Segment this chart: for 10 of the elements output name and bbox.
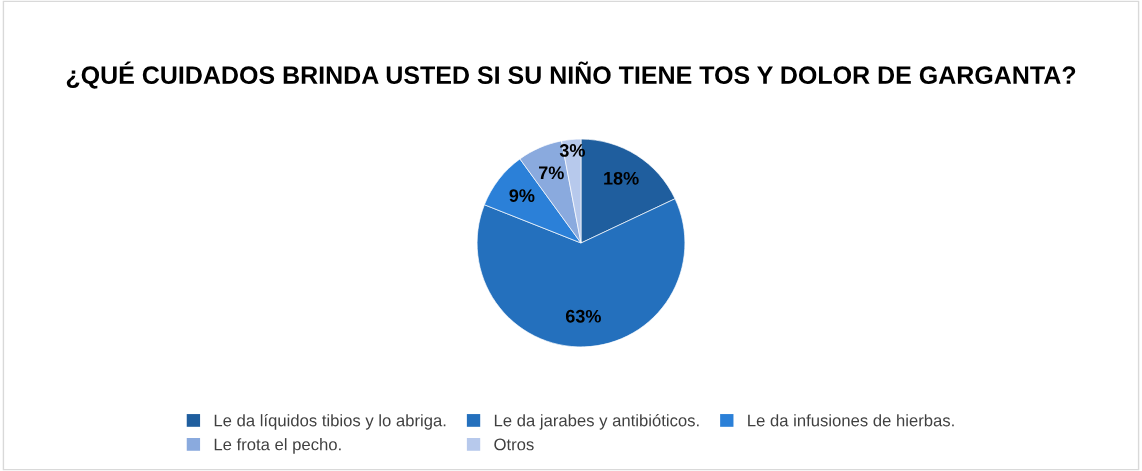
legend-label: Otros <box>494 438 534 451</box>
data-label: 18% <box>604 171 639 185</box>
legend-label: Le da jarabes y antibióticos. <box>494 413 699 430</box>
data-label: 7% <box>539 166 564 180</box>
data-label: 9% <box>509 189 535 202</box>
legend-label: Le frota el pecho. <box>214 438 341 454</box>
chart-title: ¿QUÉ CUIDADOS BRINDA USTED SI SU NIÑO TIENE TOS Y DOLOR DE GARGANTA? <box>66 61 1076 89</box>
legend-label: Le da líquidos tibios y lo abriga. <box>214 413 446 430</box>
data-label: 63% <box>565 309 601 323</box>
legend-label: Le da infusiones de hierbas. <box>748 414 954 427</box>
